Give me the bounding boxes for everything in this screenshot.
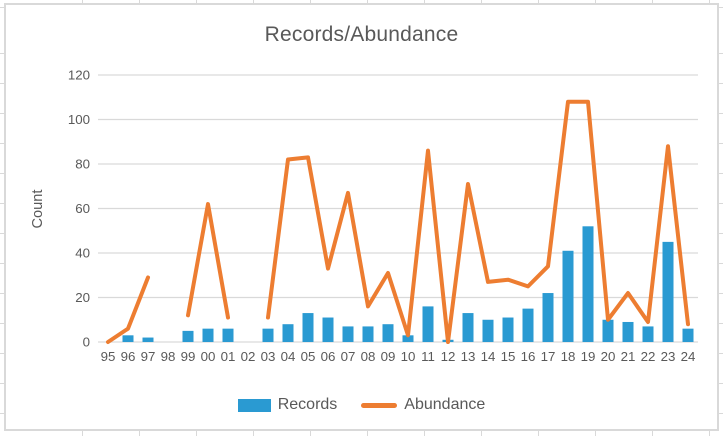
y-axis-title: Count — [30, 190, 46, 229]
bar-records — [222, 328, 234, 342]
x-tick-label: 21 — [621, 349, 636, 364]
bar-records — [322, 317, 334, 342]
x-tick-label: 16 — [521, 349, 536, 364]
y-tick-label: 0 — [83, 335, 90, 350]
y-tick-label: 100 — [68, 112, 90, 127]
chart-title: Records/Abundance — [264, 23, 459, 46]
x-tick-label: 09 — [381, 349, 396, 364]
bar-records — [302, 313, 314, 342]
records-bar-swatch-icon — [237, 398, 271, 412]
bar-records — [642, 326, 654, 342]
y-tick-label: 60 — [75, 201, 90, 216]
bar-records — [202, 328, 214, 342]
legend: Records Abundance — [6, 396, 717, 414]
abundance-line-swatch-icon — [361, 402, 398, 408]
bar-records — [662, 241, 674, 342]
bar-records — [522, 308, 534, 342]
x-tick-label: 00 — [201, 349, 216, 364]
bar-records — [382, 324, 394, 342]
x-tick-label: 14 — [481, 349, 496, 364]
x-tick-label: 96 — [121, 349, 136, 364]
x-tick-label: 11 — [421, 349, 435, 364]
bar-records — [262, 328, 274, 342]
x-tick-label: 06 — [321, 349, 336, 364]
bar-records — [402, 335, 414, 342]
x-tick-label: 13 — [461, 349, 476, 364]
legend-item-records[interactable]: Records — [237, 396, 338, 414]
x-tick-label: 15 — [501, 349, 516, 364]
legend-label-abundance: Abundance — [404, 396, 486, 413]
x-tick-label: 17 — [541, 349, 556, 364]
x-tick-label: 97 — [141, 349, 156, 364]
bar-records — [602, 319, 614, 342]
x-tick-label: 20 — [601, 349, 616, 364]
x-tick-label: 24 — [681, 349, 696, 364]
chart-frame[interactable]: Records/Abundance 0 20 40 60 80 100 120 Count 95… — [4, 3, 719, 431]
x-tick-label: 08 — [361, 349, 376, 364]
abundance-line — [266, 99, 690, 344]
bar-records — [342, 326, 354, 342]
x-tick-label: 12 — [441, 349, 456, 364]
abundance-line — [106, 275, 150, 344]
bar-records — [422, 306, 434, 342]
bar-records — [122, 335, 134, 342]
bar-records — [462, 313, 474, 342]
legend-label-records: Records — [277, 396, 338, 413]
bar-records — [562, 250, 574, 342]
x-tick-label: 10 — [401, 349, 416, 364]
bar-records — [362, 326, 374, 342]
bar-records — [622, 321, 634, 342]
x-tick-label: 05 — [301, 349, 316, 364]
x-tick-label: 22 — [641, 349, 656, 364]
y-tick-label: 80 — [75, 157, 90, 172]
bar-records — [542, 293, 554, 342]
x-tick-label: 03 — [261, 349, 276, 364]
y-tick-label: 40 — [75, 246, 90, 261]
x-tick-label: 04 — [281, 349, 296, 364]
x-tick-label: 23 — [661, 349, 676, 364]
x-tick-label: 01 — [221, 349, 236, 364]
plot-area[interactable]: 0 20 40 60 80 100 120 Count 95 96 97 98 99 00 01 02 03 04… — [6, 5, 717, 429]
x-tick-label: 07 — [341, 349, 356, 364]
x-tick-label: 18 — [561, 349, 576, 364]
bar-records — [582, 226, 594, 342]
bar-records — [502, 317, 514, 342]
legend-item-abundance[interactable]: Abundance — [361, 396, 485, 414]
x-tick-label: 02 — [241, 349, 256, 364]
x-tick-label: 19 — [581, 349, 596, 364]
bar-records — [682, 328, 694, 342]
x-tick-label: 99 — [181, 349, 196, 364]
bar-records — [142, 337, 154, 342]
y-tick-label: 120 — [68, 68, 90, 83]
bar-records — [282, 324, 294, 342]
x-tick-label: 95 — [101, 349, 116, 364]
bar-records — [482, 319, 494, 342]
y-tick-label: 20 — [75, 290, 90, 305]
x-tick-label: 98 — [161, 349, 176, 364]
abundance-line — [186, 202, 230, 320]
bar-records — [182, 330, 194, 342]
